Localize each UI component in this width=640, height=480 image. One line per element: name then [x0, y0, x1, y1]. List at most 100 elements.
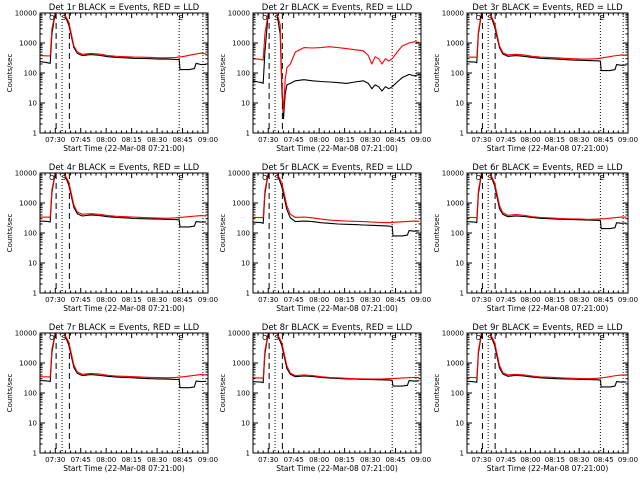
- chart-title: Det 5r BLACK = Events, RED = LLD: [262, 163, 413, 173]
- event-marker: E: [600, 14, 604, 22]
- chart-title: Det 9r BLACK = Events, RED = LLD: [472, 323, 623, 333]
- x-tick-label: 08:15: [122, 296, 142, 304]
- y-axis-title: Counts/sec: [219, 374, 227, 413]
- y-tick-label: 10: [241, 420, 250, 428]
- y-tick-label: 10: [455, 260, 464, 268]
- chart-panel-8: Det 8r BLACK = Events, RED = LLD 1 10 100 10…: [219, 323, 431, 473]
- series-lld-line: [467, 13, 627, 60]
- plot-frame: [466, 332, 629, 454]
- y-tick-label: 1: [33, 290, 37, 298]
- event-marker: S: [488, 334, 493, 342]
- event-marker: S: [488, 14, 493, 22]
- event-marker: O: [262, 174, 268, 182]
- x-tick-label: 08:15: [545, 296, 565, 304]
- series-events-line: [253, 333, 420, 387]
- event-marker: E: [392, 334, 396, 342]
- plot-frame: [466, 172, 629, 294]
- y-tick-label: 100: [451, 230, 464, 238]
- x-tick-label: 07:30: [45, 136, 65, 144]
- x-tick-label: 07:45: [496, 136, 516, 144]
- y-tick-label: 10000: [228, 10, 250, 18]
- x-tick-label: 07:30: [45, 296, 65, 304]
- x-tick-label: 08:00: [96, 136, 116, 144]
- x-tick-label: 08:45: [385, 136, 405, 144]
- y-tick-label: 100: [24, 70, 37, 78]
- x-tick-label: 08:15: [122, 136, 142, 144]
- x-tick-label: 09:00: [618, 296, 638, 304]
- x-tick-label: 08:15: [545, 456, 565, 464]
- x-tick-label: 08:30: [360, 136, 380, 144]
- chart-panel-7: Det 7r BLACK = Events, RED = LLD 1 10 100 10…: [6, 323, 218, 473]
- x-tick-label: 07:30: [258, 296, 278, 304]
- x-tick-label: 07:45: [496, 296, 516, 304]
- x-tick-label: 08:45: [172, 456, 192, 464]
- y-tick-label: 10: [241, 100, 250, 108]
- x-tick-label: 08:30: [147, 136, 167, 144]
- y-axis-title: Counts/sec: [433, 54, 441, 93]
- x-tick-label: 08:15: [545, 136, 565, 144]
- series-lld-line: [467, 333, 627, 380]
- x-axis-title: Start Time (22-Mar-08 07:21:00): [276, 304, 398, 313]
- event-marker: O: [49, 14, 55, 22]
- series-events-line: [40, 13, 207, 71]
- y-tick-label: 100: [451, 390, 464, 398]
- chart-title: Det 2r BLACK = Events, RED = LLD: [262, 3, 413, 13]
- x-tick-label: 07:45: [284, 136, 304, 144]
- y-tick-label: 10000: [15, 10, 37, 18]
- x-tick-label: 07:45: [71, 456, 91, 464]
- x-tick-label: 08:15: [335, 456, 355, 464]
- series-lld-line: [40, 333, 207, 379]
- x-axis-title: Start Time (22-Mar-08 07:21:00): [63, 464, 185, 473]
- plot-frame: [39, 332, 209, 454]
- y-tick-label: 1000: [446, 200, 464, 208]
- x-tick-label: 09:00: [618, 456, 638, 464]
- chart-title: Det 6r BLACK = Events, RED = LLD: [472, 163, 623, 173]
- y-axis-title: Counts/sec: [433, 214, 441, 253]
- event-marker: E: [392, 174, 396, 182]
- x-axis-title: Start Time (22-Mar-08 07:21:00): [63, 144, 185, 153]
- event-marker: S: [62, 14, 67, 22]
- y-tick-label: 1000: [232, 40, 250, 48]
- event-marker: E: [600, 174, 604, 182]
- y-tick-label: 1: [246, 450, 250, 458]
- x-tick-label: 08:45: [385, 456, 405, 464]
- y-tick-label: 1: [246, 130, 250, 138]
- chart-title: Det 3r BLACK = Events, RED = LLD: [472, 3, 623, 13]
- x-tick-label: 09:00: [411, 456, 431, 464]
- series-lld-line: [40, 173, 207, 219]
- event-marker: O: [476, 334, 482, 342]
- x-axis-title: Start Time (22-Mar-08 07:21:00): [276, 464, 398, 473]
- x-tick-label: 09:00: [618, 136, 638, 144]
- event-marker: E: [392, 14, 396, 22]
- y-tick-label: 10: [455, 100, 464, 108]
- x-tick-label: 09:00: [198, 296, 218, 304]
- event-marker: S: [275, 174, 280, 182]
- x-tick-label: 08:30: [360, 456, 380, 464]
- y-tick-label: 100: [24, 230, 37, 238]
- x-tick-label: 08:15: [335, 296, 355, 304]
- y-tick-label: 1000: [232, 360, 250, 368]
- event-marker: S: [62, 334, 67, 342]
- y-tick-label: 10000: [15, 330, 37, 338]
- x-tick-label: 08:30: [569, 296, 589, 304]
- event-marker: E: [600, 334, 604, 342]
- x-tick-label: 07:30: [45, 456, 65, 464]
- plot-frame: [466, 12, 629, 134]
- y-tick-label: 10000: [442, 170, 464, 178]
- x-tick-label: 07:30: [472, 456, 492, 464]
- y-axis-title: Counts/sec: [219, 54, 227, 93]
- x-tick-label: 08:45: [594, 456, 614, 464]
- y-tick-label: 1000: [19, 200, 37, 208]
- chart-panel-1: Det 1r BLACK = Events, RED = LLD 1 10 100 10…: [6, 3, 218, 153]
- chart-title: Det 4r BLACK = Events, RED = LLD: [49, 163, 200, 173]
- series-lld-line: [253, 173, 420, 224]
- y-tick-label: 1000: [446, 40, 464, 48]
- x-tick-label: 07:30: [472, 296, 492, 304]
- y-tick-label: 1000: [446, 360, 464, 368]
- x-tick-label: 08:00: [520, 456, 540, 464]
- x-axis-title: Start Time (22-Mar-08 07:21:00): [63, 304, 185, 313]
- y-tick-label: 10: [28, 420, 37, 428]
- plot-frame: [252, 332, 422, 454]
- y-tick-label: 100: [24, 390, 37, 398]
- y-tick-label: 10000: [228, 330, 250, 338]
